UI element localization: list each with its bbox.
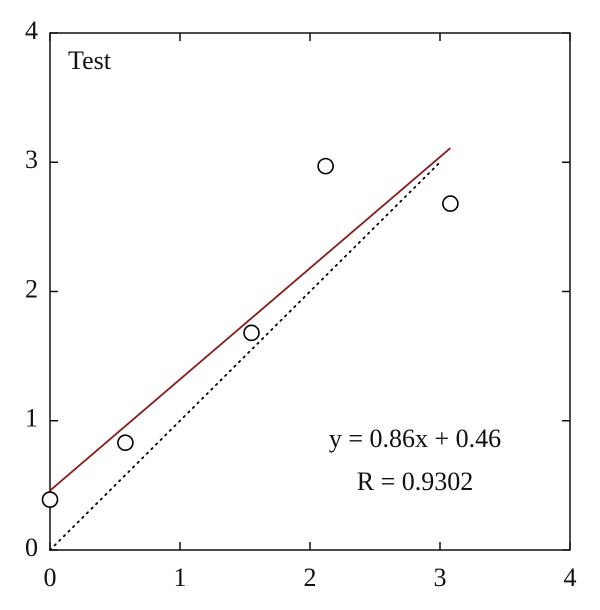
point — [243, 324, 260, 342]
x-tick-label: 1 — [174, 563, 187, 592]
x-tick-label: 4 — [564, 563, 577, 592]
y-tick-label: 4 — [25, 16, 38, 45]
point — [41, 491, 59, 508]
panel-label: Test — [68, 46, 112, 75]
equation: y = 0.86x + 0.46 — [329, 424, 501, 453]
y-tick-label: 0 — [25, 533, 38, 562]
point — [442, 195, 459, 212]
x-tick-label: 0 — [44, 563, 57, 592]
r-value: R = 0.9302 — [357, 467, 474, 496]
x-tick-label: 3 — [434, 563, 447, 592]
identity-line — [49, 161, 441, 551]
y-tick-label: 1 — [25, 404, 38, 433]
fit-line — [49, 147, 451, 492]
point — [117, 434, 134, 452]
y-tick-label: 2 — [25, 274, 38, 303]
y-tick-label: 3 — [25, 145, 38, 174]
point — [317, 157, 334, 175]
x-tick-label: 2 — [304, 563, 317, 592]
